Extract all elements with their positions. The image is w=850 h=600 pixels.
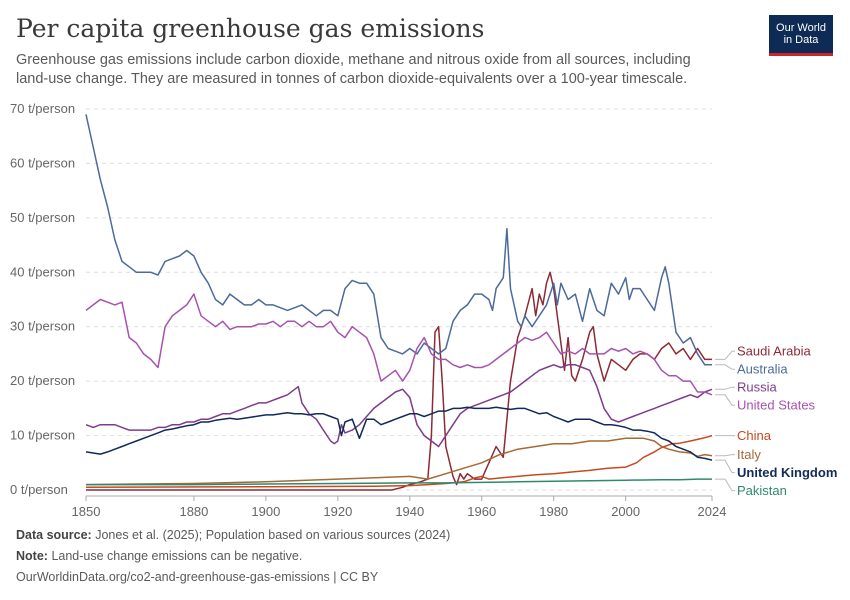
series-label-italy: Italy: [737, 447, 761, 462]
series-line-russia: [85, 364, 713, 448]
x-tick-label: 1980: [539, 504, 568, 519]
y-tick-label: 30 t/person: [10, 319, 75, 334]
y-tick-label: 60 t/person: [10, 155, 75, 170]
label-leader-russia: [715, 386, 735, 390]
x-tick-label: 1880: [179, 504, 208, 519]
y-tick-label: 10 t/person: [10, 428, 75, 443]
label-leader-italy: [715, 454, 735, 457]
series-label-united-states: United States: [737, 398, 816, 413]
chart-title: Per capita greenhouse gas emissions: [16, 14, 485, 43]
logo-line-2: in Data: [783, 34, 819, 46]
y-tick-label: 0 t/person: [10, 482, 68, 497]
x-tick-label: 1900: [251, 504, 280, 519]
source-text: Jones et al. (2025); Population based on…: [95, 528, 451, 542]
x-tick-label: 1960: [467, 504, 496, 519]
x-tick-label: 1850: [72, 504, 101, 519]
x-tick-label: 2000: [611, 504, 640, 519]
y-tick-label: 50 t/person: [10, 210, 75, 225]
label-leader-united-states: [715, 394, 735, 406]
series-label-russia: Russia: [737, 380, 778, 395]
series-line-australia: [85, 114, 712, 366]
series-line-pakistan: [86, 478, 712, 486]
source-url[interactable]: OurWorldinData.org/co2-and-greenhouse-ga…: [16, 570, 379, 584]
source-line: Data source: Jones et al. (2025); Popula…: [16, 528, 450, 542]
series-label-china: China: [737, 428, 772, 443]
series-line-united-kingdom: [85, 406, 713, 461]
owid-logo[interactable]: Our World in Data: [769, 15, 833, 56]
y-tick-label: 70 t/person: [10, 101, 75, 116]
x-tick-label: 1920: [323, 504, 352, 519]
series-label-pakistan: Pakistan: [737, 483, 787, 498]
series-label-saudi-arabia: Saudi Arabia: [737, 344, 811, 359]
series-label-australia: Australia: [737, 362, 788, 377]
y-tick-label: 40 t/person: [10, 264, 75, 279]
note-line: Note: Land-use change emissions can be n…: [16, 549, 302, 563]
series-line-united-states: [85, 293, 713, 396]
y-tick-label: 20 t/person: [10, 373, 75, 388]
label-leader-australia: [715, 364, 735, 370]
series-line-italy: [85, 437, 713, 486]
x-tick-label: 2024: [698, 504, 727, 519]
label-leader-saudi-arabia: [715, 350, 735, 360]
label-leader-united-kingdom: [715, 459, 735, 474]
series-label-united-kingdom: United Kingdom: [737, 465, 837, 480]
x-tick-label: 1940: [395, 504, 424, 519]
series-line-saudi-arabia: [86, 271, 712, 491]
chart-subtitle: Greenhouse gas emissions include carbon …: [16, 52, 691, 87]
source-label: Data source:: [16, 528, 92, 542]
note-label: Note:: [16, 549, 48, 563]
logo-line-1: Our World: [776, 22, 826, 34]
line-chart: 0 t/person 10 t/person 20 t/person 30 t/per…: [10, 101, 837, 519]
label-leader-pakistan: [715, 478, 735, 492]
series-line-china: [85, 434, 713, 489]
note-text: Land-use change emissions can be negativ…: [51, 549, 303, 563]
